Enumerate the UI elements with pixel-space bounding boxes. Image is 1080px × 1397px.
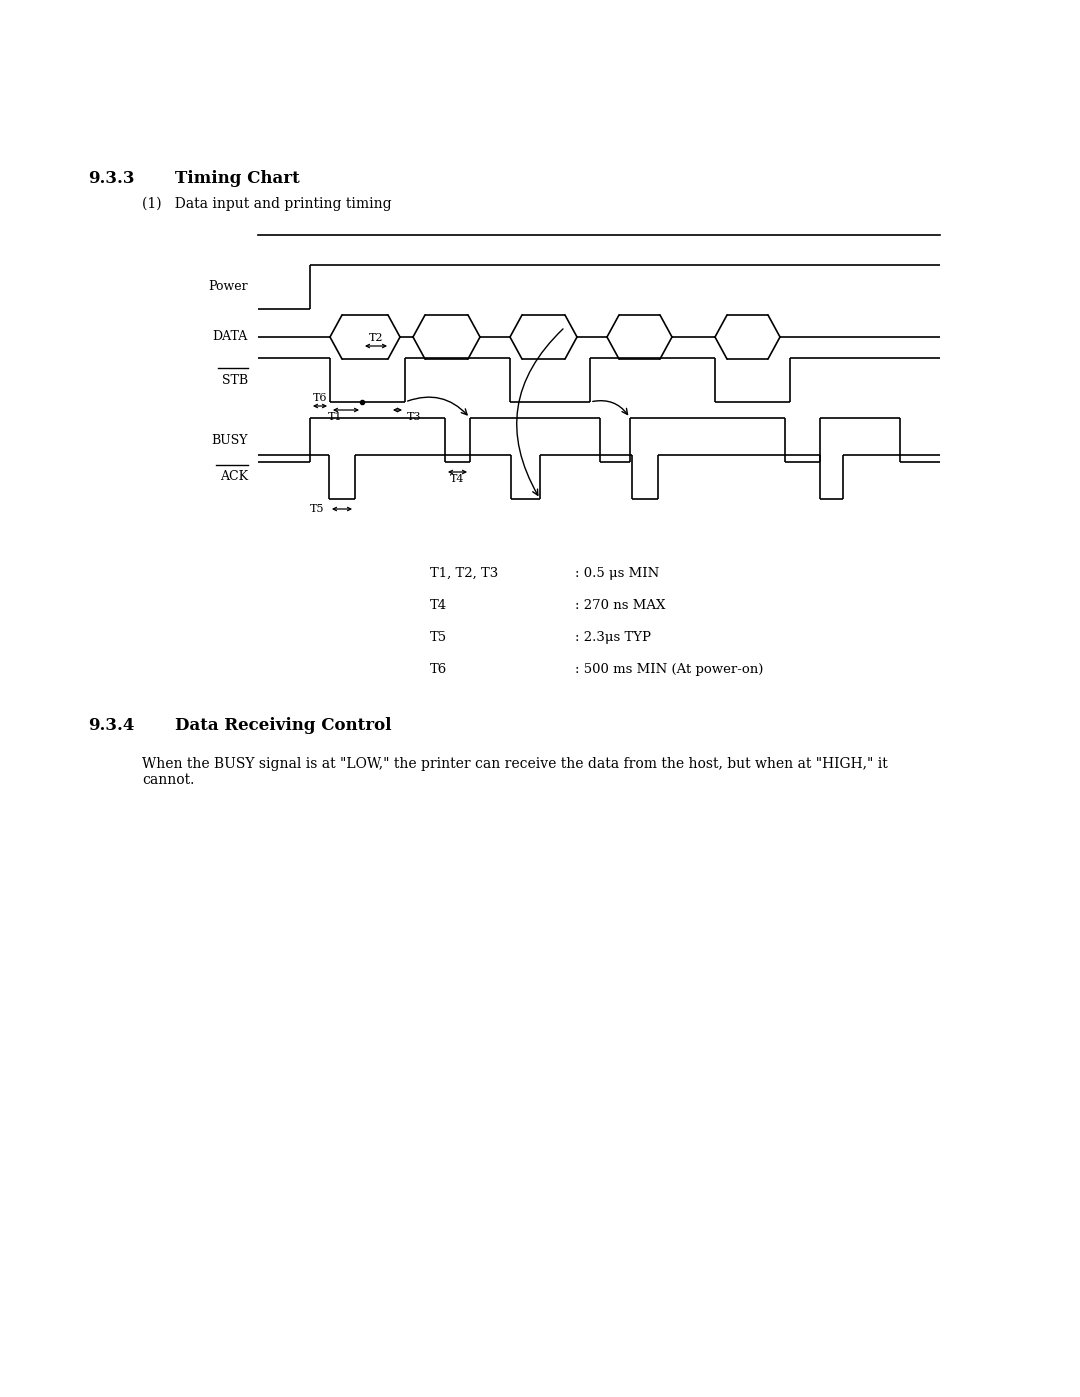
Text: 9.3.3: 9.3.3 (87, 170, 135, 187)
Text: T3: T3 (407, 412, 421, 422)
Text: STB: STB (221, 373, 248, 387)
Text: Timing Chart: Timing Chart (175, 170, 300, 187)
Text: T2: T2 (368, 332, 383, 344)
Text: T6: T6 (313, 393, 327, 402)
Text: Data Receiving Control: Data Receiving Control (175, 717, 391, 733)
Text: T5: T5 (430, 631, 447, 644)
Text: T4: T4 (430, 599, 447, 612)
Text: BUSY: BUSY (212, 433, 248, 447)
Text: ACK: ACK (220, 471, 248, 483)
Text: DATA: DATA (213, 331, 248, 344)
Text: : 500 ms MIN (At power-on): : 500 ms MIN (At power-on) (575, 664, 764, 676)
Text: T4: T4 (450, 474, 464, 483)
Text: (1)   Data input and printing timing: (1) Data input and printing timing (141, 197, 392, 211)
Text: : 2.3μs TYP: : 2.3μs TYP (575, 631, 651, 644)
Text: T1: T1 (328, 412, 342, 422)
Text: T1, T2, T3: T1, T2, T3 (430, 567, 498, 580)
Text: 9.3.4: 9.3.4 (87, 717, 134, 733)
Text: : 270 ns MAX: : 270 ns MAX (575, 599, 665, 612)
Text: Power: Power (208, 281, 248, 293)
Text: : 0.5 μs MIN: : 0.5 μs MIN (575, 567, 659, 580)
Text: T6: T6 (430, 664, 447, 676)
Text: When the BUSY signal is at "LOW," the printer can receive the data from the host: When the BUSY signal is at "LOW," the pr… (141, 757, 888, 787)
Text: T5: T5 (310, 504, 324, 514)
